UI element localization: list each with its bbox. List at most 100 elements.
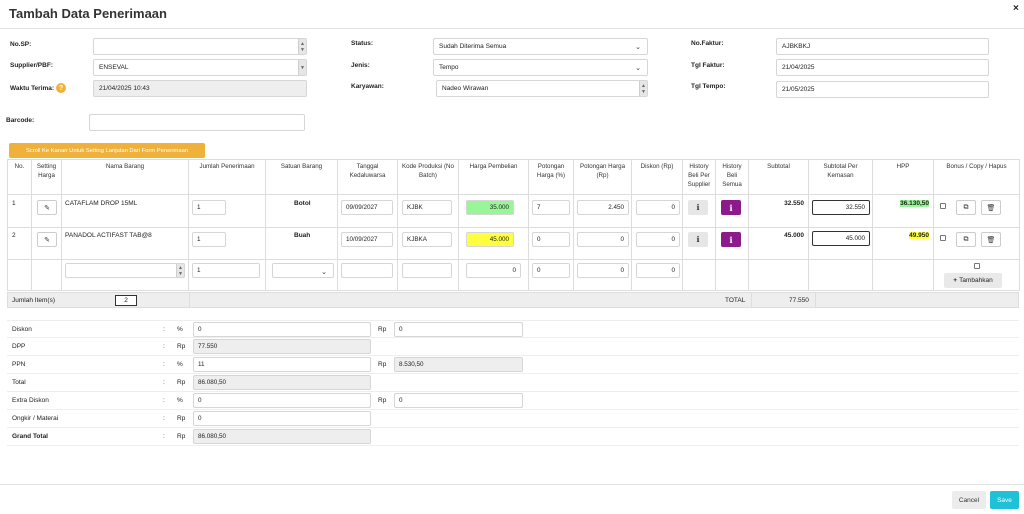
extra-diskon-pct-input[interactable]: 0 bbox=[193, 393, 371, 408]
no-sp-select[interactable]: ▲ ▼ bbox=[93, 38, 307, 55]
ppn-pct-input[interactable]: 11 bbox=[193, 357, 371, 372]
summary-label: Extra Diskon bbox=[12, 397, 49, 404]
ppn-rp-field: 8.530,50 bbox=[394, 357, 523, 372]
copy-icon[interactable]: ⧉ bbox=[956, 200, 976, 215]
unit: Rp bbox=[378, 397, 387, 404]
copy-icon[interactable]: ⧉ bbox=[956, 232, 976, 247]
ongkir-input[interactable]: 0 bbox=[193, 411, 371, 426]
subtotal-kemasan-input[interactable]: 45.000 bbox=[812, 231, 870, 246]
new-price-input[interactable]: 0 bbox=[466, 263, 521, 278]
no-faktur-input[interactable]: AJBKBKJ bbox=[776, 38, 989, 55]
tgl-faktur-input[interactable]: 21/04/2025 bbox=[776, 59, 989, 76]
trash-icon[interactable]: 🗑 bbox=[981, 200, 1001, 215]
plus-icon: + bbox=[953, 277, 958, 284]
price-input[interactable]: 45.000 bbox=[466, 232, 514, 247]
new-expiry-input[interactable] bbox=[341, 263, 393, 278]
summary-label: Grand Total bbox=[12, 433, 48, 440]
total-label: TOTAL bbox=[725, 297, 746, 304]
karyawan-label: Karyawan: bbox=[351, 83, 384, 90]
row-no: 1 bbox=[12, 200, 16, 207]
save-button[interactable]: Save bbox=[990, 491, 1019, 509]
tgl-tempo-input[interactable]: 21/05/2025 bbox=[776, 81, 989, 98]
supplier-label: Supplier/PBF: bbox=[10, 62, 53, 69]
new-qty-input[interactable]: 1 bbox=[192, 263, 260, 278]
karyawan-select[interactable]: Nadeo Wirawan ▲ ▼ bbox=[436, 80, 648, 97]
barcode-input[interactable] bbox=[89, 114, 305, 131]
new-batch-input[interactable] bbox=[402, 263, 452, 278]
chevron-down-icon: ⌄ bbox=[635, 65, 641, 72]
new-diskon-input[interactable]: 0 bbox=[636, 263, 680, 278]
item-name: CATAFLAM DROP 15ML bbox=[65, 200, 138, 207]
divider bbox=[189, 293, 190, 307]
diskon-input[interactable]: 0 bbox=[636, 200, 680, 215]
subtotal-kemasan-input[interactable]: 32.550 bbox=[812, 200, 870, 215]
item-select[interactable]: ▲ ▼ bbox=[65, 263, 185, 278]
divider bbox=[751, 293, 752, 307]
colon: : bbox=[163, 415, 165, 422]
help-icon[interactable]: ? bbox=[56, 83, 67, 93]
expiry-input[interactable]: 10/09/2027 bbox=[341, 232, 393, 247]
extra-diskon-rp-input[interactable]: 0 bbox=[394, 393, 523, 408]
supplier-select[interactable]: ENSEVAL ▼ bbox=[93, 59, 307, 76]
summary-row-grand-total: Grand Total : Rp 86.080,50 bbox=[7, 428, 1019, 446]
col-header: Satuan Barang bbox=[265, 159, 338, 195]
summary-row-diskon: Diskon : % 0 Rp 0 bbox=[7, 320, 1019, 338]
items-table: No. Setting Harga Nama Barang Jumlah Pen… bbox=[7, 159, 1020, 291]
edit-price-icon[interactable]: ✎ bbox=[37, 200, 57, 215]
waktu-label-wrap: Waktu Terima:? bbox=[10, 83, 67, 93]
qty-input[interactable]: 1 bbox=[192, 232, 226, 247]
edit-price-icon[interactable]: ✎ bbox=[37, 232, 57, 247]
discount-pct-input[interactable]: 7 bbox=[532, 200, 570, 215]
col-header: HPP bbox=[872, 159, 934, 195]
add-item-label: Tambahkan bbox=[959, 277, 993, 284]
footer-divider bbox=[0, 484, 1024, 485]
cancel-button[interactable]: Cancel bbox=[952, 491, 986, 509]
table-row: 2 ✎ PANADOL ACTIFAST TAB@8 1 Buah 10/09/… bbox=[7, 227, 1020, 260]
chevron-down-icon: ⌄ bbox=[635, 44, 641, 51]
diskon-input[interactable]: 0 bbox=[636, 232, 680, 247]
waktu-label: Waktu Terima: bbox=[10, 84, 55, 92]
discount-rp-input[interactable]: 2.450 bbox=[577, 200, 629, 215]
add-item-button[interactable]: + Tambahkan bbox=[944, 273, 1002, 288]
new-discount-rp-input[interactable]: 0 bbox=[577, 263, 629, 278]
table-footer: Jumlah Item(s) 2 TOTAL 77.550 bbox=[7, 292, 1019, 308]
bonus-checkbox[interactable] bbox=[940, 235, 946, 241]
status-select[interactable]: Sudah Diterima Semua ⌄ bbox=[433, 38, 648, 55]
trash-icon[interactable]: 🗑 bbox=[981, 232, 1001, 247]
info-icon[interactable]: i bbox=[721, 232, 741, 247]
unit: Rp bbox=[378, 326, 387, 333]
qty-input[interactable]: 1 bbox=[192, 200, 226, 215]
tgl-tempo-label: Tgl Tempo: bbox=[691, 83, 726, 90]
summary-label: DPP bbox=[12, 343, 26, 350]
batch-input[interactable]: KJBK bbox=[402, 200, 452, 215]
colon: : bbox=[163, 326, 165, 333]
info-icon[interactable]: ℹ bbox=[688, 200, 708, 215]
chevron-down-icon: ⌄ bbox=[321, 269, 327, 276]
jenis-select[interactable]: Tempo ⌄ bbox=[433, 59, 648, 76]
summary-row-ongkir: Ongkir / Materai : Rp 0 bbox=[7, 410, 1019, 428]
summary-label: PPN bbox=[12, 361, 26, 368]
batch-input[interactable]: KJBKA bbox=[402, 232, 452, 247]
bonus-checkbox[interactable] bbox=[974, 263, 980, 269]
col-header: Diskon (Rp) bbox=[631, 159, 683, 195]
unit: Rp bbox=[177, 415, 186, 422]
discount-pct-input[interactable]: 0 bbox=[532, 232, 570, 247]
unit-select[interactable]: ⌄ bbox=[272, 263, 334, 278]
unit: Rp bbox=[378, 361, 387, 368]
discount-rp-input[interactable]: 0 bbox=[577, 232, 629, 247]
col-header: Jumlah Penerimaan bbox=[188, 159, 266, 195]
scroll-hint-button[interactable]: Scroll Ke Kanan Untuk Setting Lanjutan D… bbox=[9, 143, 205, 158]
diskon-rp-input[interactable]: 0 bbox=[394, 322, 523, 337]
diskon-pct-input[interactable]: 0 bbox=[193, 322, 371, 337]
col-header: Tanggal Kedaluwarsa bbox=[337, 159, 398, 195]
expiry-input[interactable]: 09/09/2027 bbox=[341, 200, 393, 215]
summary-label: Ongkir / Materai bbox=[12, 415, 59, 422]
new-discount-pct-input[interactable]: 0 bbox=[532, 263, 570, 278]
unit: Rp bbox=[177, 379, 186, 386]
close-icon[interactable]: × bbox=[1013, 3, 1019, 14]
bonus-checkbox[interactable] bbox=[940, 203, 946, 209]
price-input[interactable]: 35.000 bbox=[466, 200, 514, 215]
info-icon[interactable]: ℹ bbox=[688, 232, 708, 247]
info-icon[interactable]: i bbox=[721, 200, 741, 215]
hpp-value: 36.130,50 bbox=[900, 200, 929, 207]
